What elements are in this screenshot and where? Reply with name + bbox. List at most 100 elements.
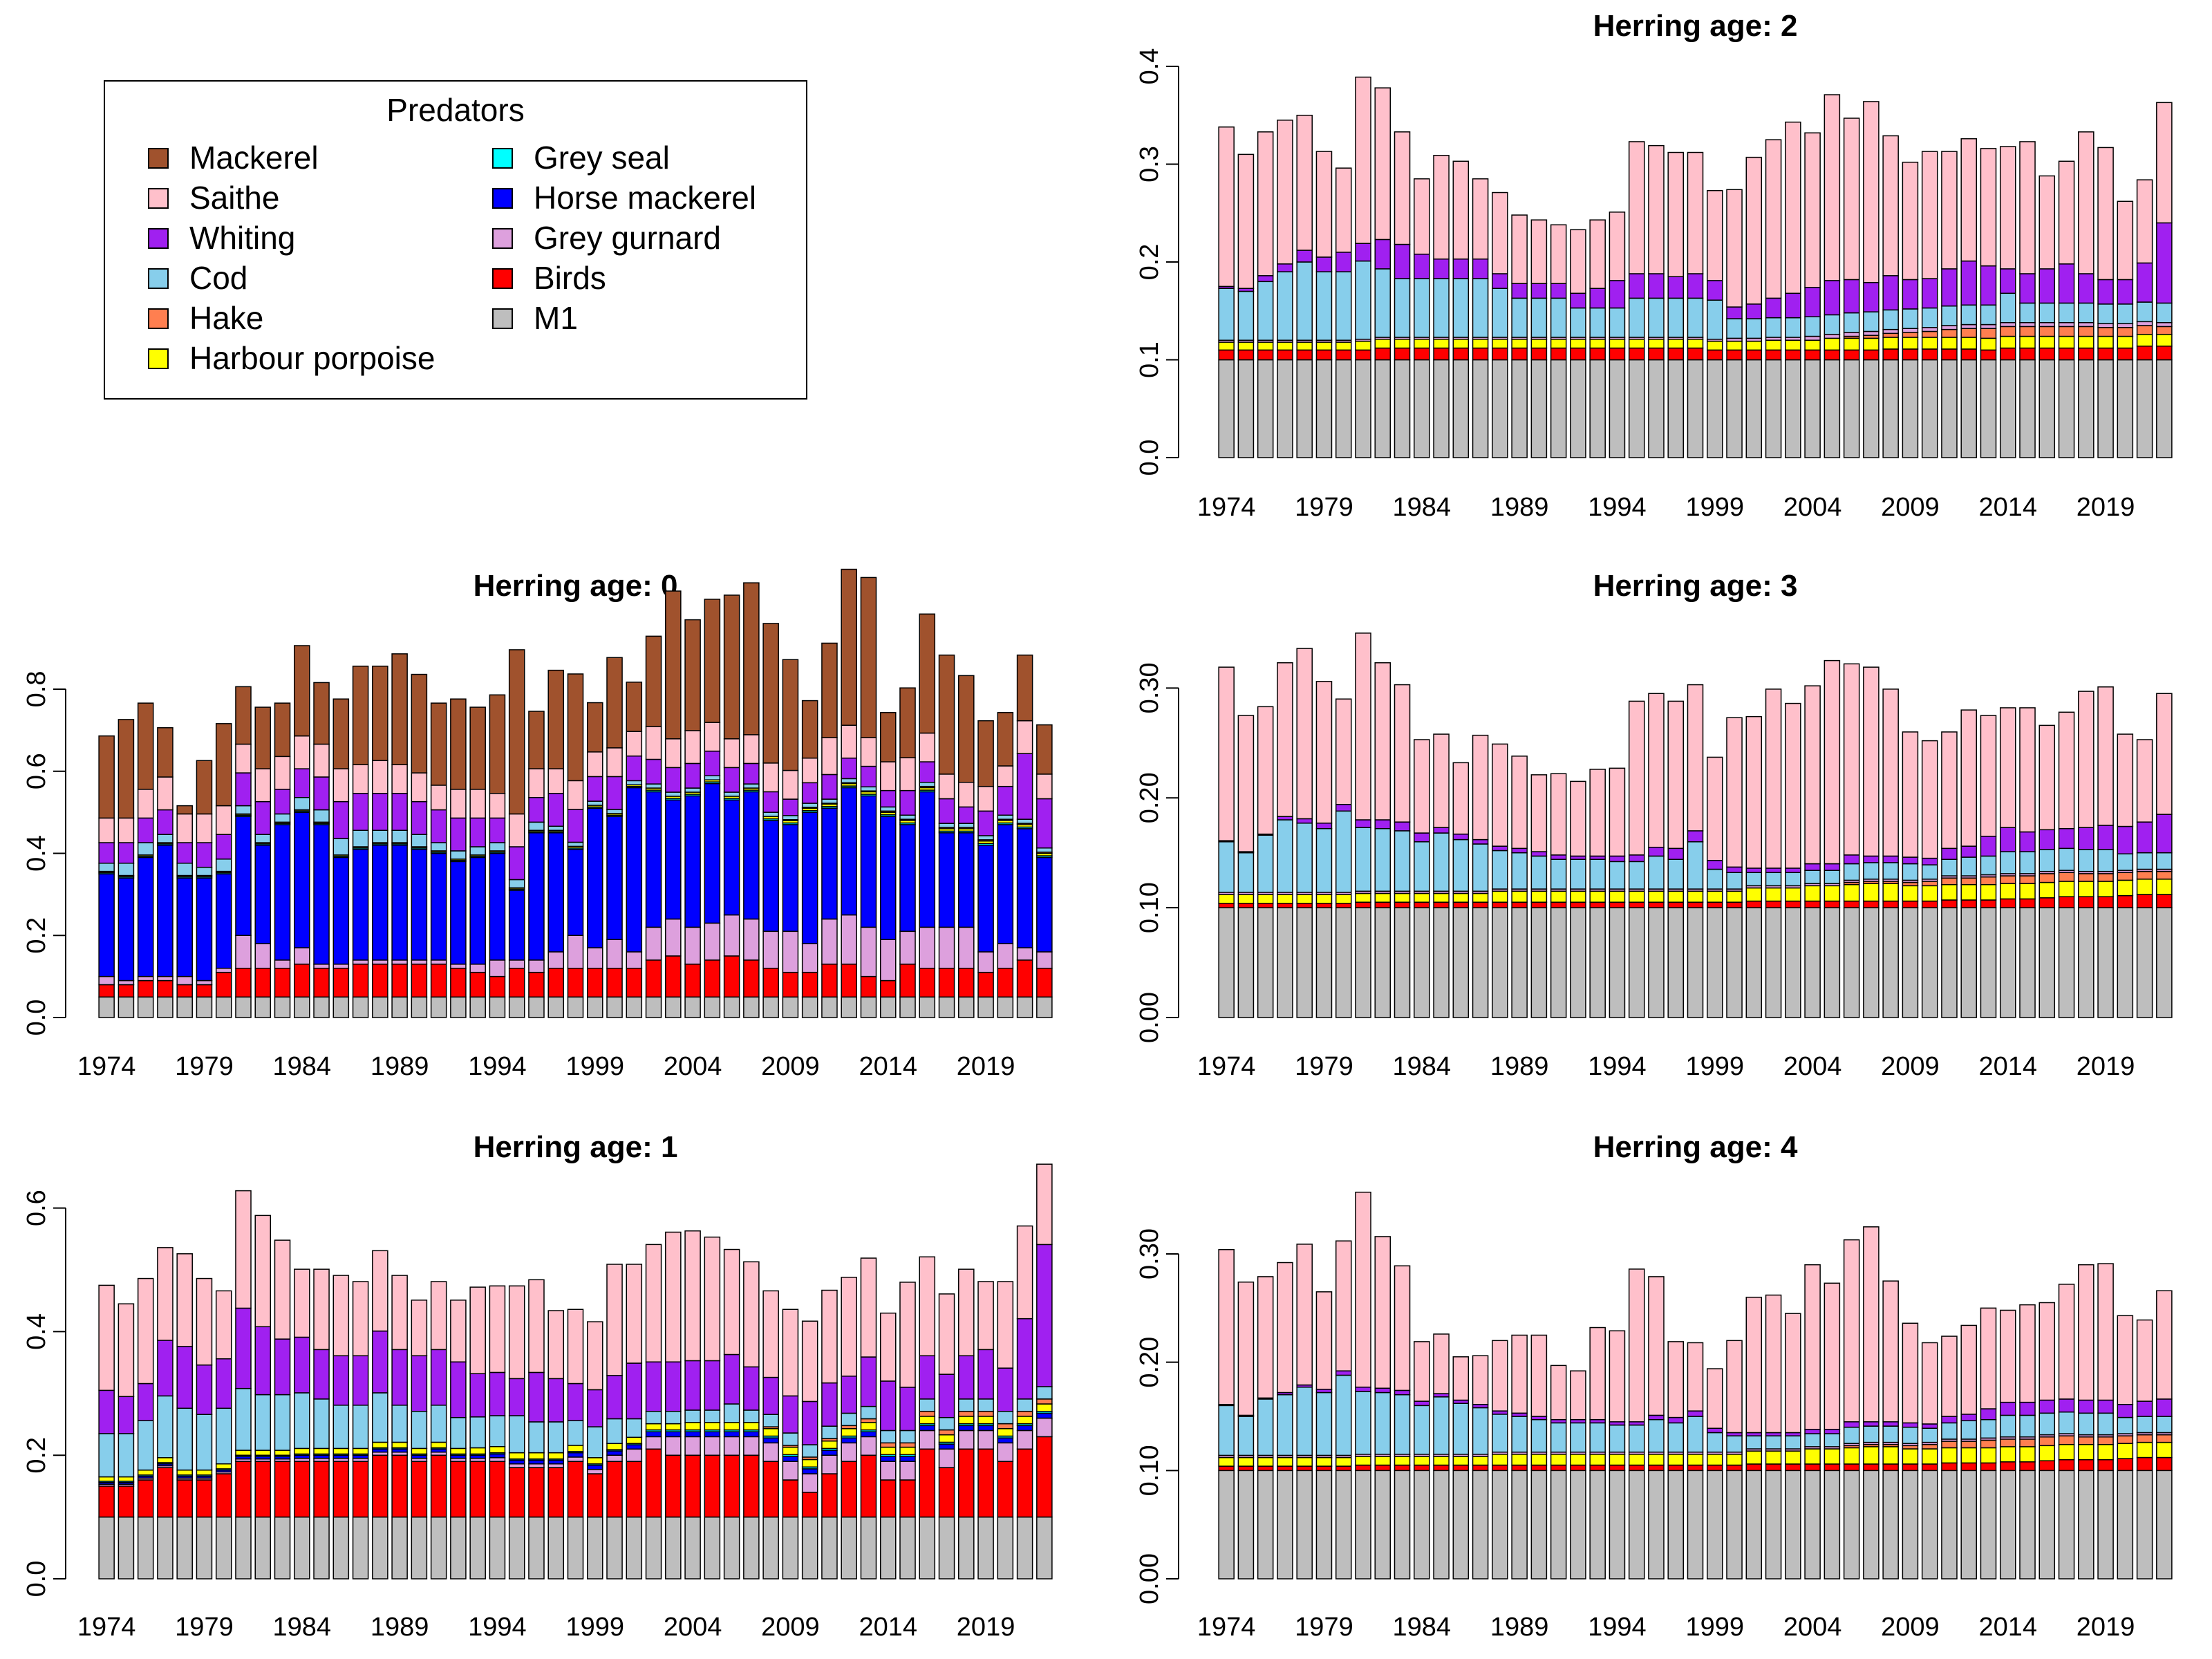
bar-segment	[821, 996, 838, 1018]
bar-segment	[958, 1430, 975, 1450]
bar-segment	[2038, 175, 2056, 270]
bar-segment	[1687, 1464, 1704, 1472]
bar-segment	[372, 1441, 388, 1449]
bar-segment	[1550, 773, 1567, 856]
bar-segment	[235, 935, 252, 969]
bar-segment	[938, 774, 955, 800]
bar-segment	[1335, 1456, 1352, 1467]
bar-segment	[860, 577, 877, 738]
bar-segment	[1374, 1391, 1391, 1455]
bar-segment	[1589, 769, 1606, 857]
bar-segment	[98, 975, 115, 986]
bar-segment	[2038, 1460, 2056, 1472]
bar-segment	[2058, 302, 2075, 324]
bar-segment	[157, 1467, 174, 1518]
bar-segment	[2078, 131, 2094, 274]
bar-segment	[1433, 901, 1450, 908]
bar-segment	[919, 1425, 936, 1432]
bar-segment	[841, 964, 857, 998]
bar-segment	[2156, 1456, 2173, 1472]
bar-segment	[1882, 862, 1899, 880]
bar-segment	[2117, 894, 2134, 908]
bar-segment	[1036, 1386, 1053, 1400]
x-tick-label: 2009	[761, 1613, 820, 1642]
bar-segment	[98, 1485, 115, 1518]
bar-segment	[2117, 200, 2134, 281]
bar-segment	[723, 955, 740, 998]
bar-segment	[801, 1492, 818, 1518]
bar-segment	[2038, 268, 2056, 304]
bar-segment	[1921, 881, 1938, 887]
bar-segment	[821, 964, 838, 998]
bar-segment	[411, 1461, 428, 1518]
bar-segment	[1765, 1450, 1782, 1465]
bar-segment	[1530, 297, 1548, 338]
bar-segment	[743, 762, 760, 785]
bar-segment	[2019, 1414, 2036, 1438]
bar-segment	[547, 967, 565, 998]
bar-segment	[821, 1382, 838, 1427]
bar-segment	[2117, 347, 2134, 361]
bar-segment	[274, 1394, 291, 1451]
bar-segment	[1277, 349, 1293, 361]
bar-segment	[782, 659, 799, 771]
bar-segment	[1882, 855, 1899, 863]
bar-segment	[1863, 337, 1880, 351]
bar-segment	[235, 686, 252, 745]
bar-segment	[137, 1382, 154, 1421]
bar-segment	[860, 1257, 877, 1358]
bar-segment	[1218, 359, 1235, 458]
legend-title: Predators	[386, 92, 525, 128]
legend-label: Hake	[189, 300, 264, 336]
bar-segment	[821, 642, 838, 738]
bar-segment	[1257, 1398, 1274, 1456]
bar-segment	[2136, 345, 2153, 361]
bar-segment	[215, 859, 232, 872]
bar-segment	[1960, 348, 1977, 361]
bar-segment	[1277, 341, 1293, 351]
bar-segment	[841, 1437, 857, 1444]
bar-segment	[1726, 901, 1743, 908]
bar-segment	[508, 846, 525, 881]
x-tick-label: 2019	[2077, 1613, 2135, 1642]
bar-segment	[723, 996, 740, 1018]
bar-segment	[762, 1442, 779, 1462]
bar-segment	[821, 1440, 838, 1450]
bar-segment	[1530, 907, 1548, 1018]
bar-segment	[1452, 833, 1470, 841]
bar-segment	[1667, 1422, 1685, 1453]
bar-segment	[1628, 861, 1645, 890]
bar-segment	[1492, 901, 1508, 908]
bar-segment	[1016, 1318, 1033, 1400]
bar-segment	[411, 834, 428, 847]
bar-segment	[313, 1268, 330, 1351]
bar-segment	[762, 1461, 779, 1518]
bar-segment	[1550, 854, 1567, 860]
bar-segment	[118, 842, 135, 864]
bar-segment	[782, 1479, 799, 1518]
bar-segment	[2117, 907, 2134, 1018]
bar-segment	[2156, 333, 2173, 347]
bar-segment	[665, 791, 682, 797]
bar-segment	[586, 1389, 603, 1427]
bar-segment	[1726, 359, 1743, 458]
bar-segment	[313, 1516, 330, 1580]
bar-segment	[567, 780, 584, 810]
bar-segment	[411, 964, 428, 998]
bar-segment	[879, 1461, 897, 1481]
bar-segment	[2136, 1441, 2153, 1459]
bar-segment	[567, 996, 584, 1018]
bar-segment	[118, 817, 135, 843]
bar-segment	[1999, 1401, 2016, 1416]
bar-segment	[1472, 901, 1489, 908]
bar-segment	[1824, 314, 1841, 335]
bar-segment	[528, 1459, 545, 1465]
bar-segment	[997, 814, 1014, 820]
bar-segment	[1472, 734, 1489, 841]
bar-segment	[1745, 1470, 1763, 1580]
legend-swatch-grey-seal	[492, 148, 513, 169]
bar-segment	[215, 996, 232, 1018]
bar-segment	[508, 649, 525, 815]
bar-segment	[1315, 903, 1333, 908]
bar-segment	[782, 824, 799, 932]
